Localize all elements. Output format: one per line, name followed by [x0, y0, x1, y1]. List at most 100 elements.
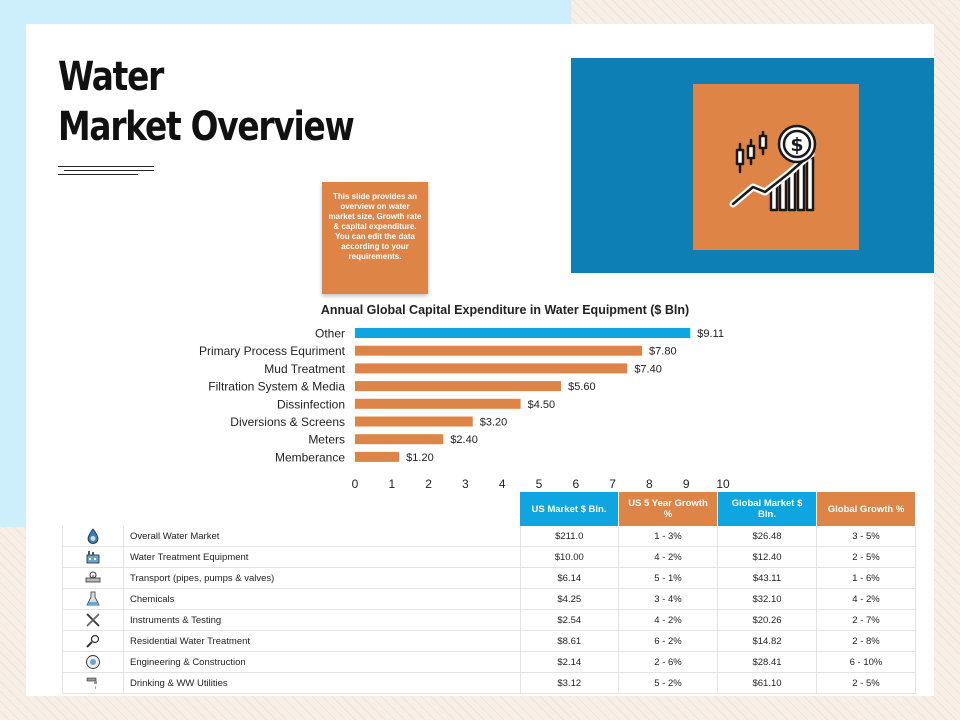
- x-tick-label: 4: [499, 477, 506, 491]
- us-market-cell: $6.14: [520, 567, 619, 589]
- x-tick-label: 8: [646, 477, 653, 491]
- data-label: $1.20: [406, 452, 434, 464]
- category-label: Diversions & Screens: [230, 415, 345, 429]
- bar: [355, 328, 691, 338]
- category-label: Meters: [308, 433, 345, 447]
- market-table: US Market $ Bln. US 5 Year Growth % Glob…: [62, 492, 916, 694]
- global-market-cell: $61.10: [717, 672, 817, 694]
- data-label: $9.11: [697, 328, 724, 340]
- us-market-cell: $3.12: [520, 672, 619, 694]
- row-name: Chemicals: [123, 588, 521, 610]
- x-tick-label: 3: [462, 477, 469, 491]
- bar: [355, 345, 643, 356]
- x-tick-label: 0: [352, 477, 359, 491]
- table-row: Instruments & Testing $2.54 4 - 2% $20.26 2 …: [62, 609, 916, 631]
- table-row: Drinking & WW Utilities $3.12 5 - 2% $61.10…: [62, 672, 916, 694]
- global-market-cell: $12.40: [717, 546, 817, 568]
- global-growth-cell: 2 - 5%: [816, 546, 916, 568]
- row-icon-cell: [62, 630, 124, 652]
- data-label: $2.40: [450, 434, 478, 446]
- us-market-cell: $211.0: [520, 526, 619, 547]
- data-label: $3.20: [480, 417, 508, 429]
- category-label: Filtration System & Media: [208, 380, 345, 394]
- x-tick-label: 9: [683, 477, 690, 491]
- us-growth-cell: 3 - 4%: [618, 588, 718, 610]
- header-us-growth: US 5 Year Growth %: [618, 492, 718, 526]
- header-global-market: Global Market $ Bln.: [717, 492, 817, 526]
- category-label: Memberance: [275, 450, 345, 464]
- global-growth-cell: 2 - 8%: [816, 630, 916, 652]
- row-icon-cell: [62, 588, 124, 610]
- table-row: Engineering & Construction $2.14 2 - 6% $28…: [62, 651, 916, 673]
- x-tick-label: 1: [388, 477, 395, 491]
- chemical-flask-icon: [85, 591, 101, 606]
- global-market-cell: $14.82: [717, 630, 817, 652]
- row-name: Water Treatment Equipment: [123, 546, 521, 568]
- row-name: Transport (pipes, pumps & valves): [123, 567, 521, 589]
- global-market-cell: $20.26: [717, 609, 817, 631]
- global-growth-cell: 4 - 2%: [816, 588, 916, 610]
- us-growth-cell: 5 - 2%: [618, 672, 718, 694]
- category-label: Mud Treatment: [264, 362, 345, 376]
- header-global-growth: Global Growth %: [816, 492, 916, 526]
- us-market-cell: $8.61: [520, 630, 619, 652]
- global-growth-cell: 1 - 6%: [816, 567, 916, 589]
- us-growth-cell: 4 - 2%: [618, 546, 718, 568]
- table-row: Chemicals $4.25 3 - 4% $32.10 4 - 2%: [62, 588, 916, 610]
- us-growth-cell: 1 - 3%: [618, 526, 718, 547]
- us-growth-cell: 5 - 1%: [618, 567, 718, 589]
- bar: [355, 381, 562, 392]
- global-market-cell: $32.10: [717, 588, 817, 610]
- svg-text:$: $: [790, 134, 803, 156]
- us-market-cell: $2.54: [520, 609, 619, 631]
- title-line-2: Market Overview: [58, 104, 355, 150]
- bar: [355, 434, 444, 445]
- table-row: Transport (pipes, pumps & valves) $6.14 5 …: [62, 567, 916, 589]
- bar: [355, 363, 628, 374]
- category-label: Dissinfection: [277, 397, 345, 411]
- category-label: Primary Process Equriment: [199, 344, 346, 358]
- global-growth-cell: 6 - 10%: [816, 651, 916, 673]
- data-label: $5.60: [568, 381, 596, 393]
- data-label: $7.80: [649, 346, 677, 358]
- category-label: Other: [315, 327, 345, 341]
- x-tick-label: 6: [572, 477, 579, 491]
- row-name: Overall Water Market: [123, 526, 521, 547]
- x-tick-label: 10: [716, 477, 730, 491]
- page-title: Water Market Overview: [58, 52, 355, 152]
- row-icon-cell: [62, 651, 124, 673]
- title-underline: [58, 166, 154, 178]
- data-label: $7.40: [634, 363, 662, 375]
- global-growth-cell: 2 - 5%: [816, 672, 916, 694]
- global-growth-cell: 3 - 5%: [816, 526, 916, 547]
- bar: [355, 416, 473, 427]
- row-name: Instruments & Testing: [123, 609, 521, 631]
- global-market-cell: $28.41: [717, 651, 817, 673]
- row-icon-cell: [62, 609, 124, 631]
- global-growth-cell: 2 - 7%: [816, 609, 916, 631]
- pipe-valve-icon: [85, 571, 101, 584]
- faucet-icon: [85, 677, 101, 689]
- us-market-cell: $4.25: [520, 588, 619, 610]
- table-header-row: US Market $ Bln. US 5 Year Growth % Glob…: [63, 492, 916, 526]
- us-growth-cell: 6 - 2%: [618, 630, 718, 652]
- instruction-note: This slide provides an overview on water…: [322, 182, 428, 294]
- bar: [355, 451, 400, 462]
- bar-chart: Other $9.11 Primary Process Equriment $7.80…: [199, 327, 730, 492]
- row-icon-cell: [62, 546, 124, 568]
- table-row: Overall Water Market $211.0 1 - 3% $26.48 3 …: [62, 526, 916, 547]
- data-label: $4.50: [528, 399, 556, 411]
- row-name: Residential Water Treatment: [123, 630, 521, 652]
- water-drop-globe-icon: [85, 528, 101, 544]
- candlestick-dollar-growth-icon: $: [729, 124, 817, 212]
- us-growth-cell: 2 - 6%: [618, 651, 718, 673]
- hero-icon-box: $: [693, 84, 859, 250]
- row-icon-cell: [62, 526, 124, 547]
- us-growth-cell: 4 - 2%: [618, 609, 718, 631]
- chart-title: Annual Global Capital Expenditure in Wat…: [320, 303, 690, 317]
- header-us-market: US Market $ Bln.: [520, 492, 619, 526]
- table-row: Water Treatment Equipment $10.00 4 - 2% $12…: [62, 546, 916, 568]
- row-icon-cell: [62, 567, 124, 589]
- global-market-cell: $26.48: [717, 526, 817, 547]
- row-icon-cell: [62, 672, 124, 694]
